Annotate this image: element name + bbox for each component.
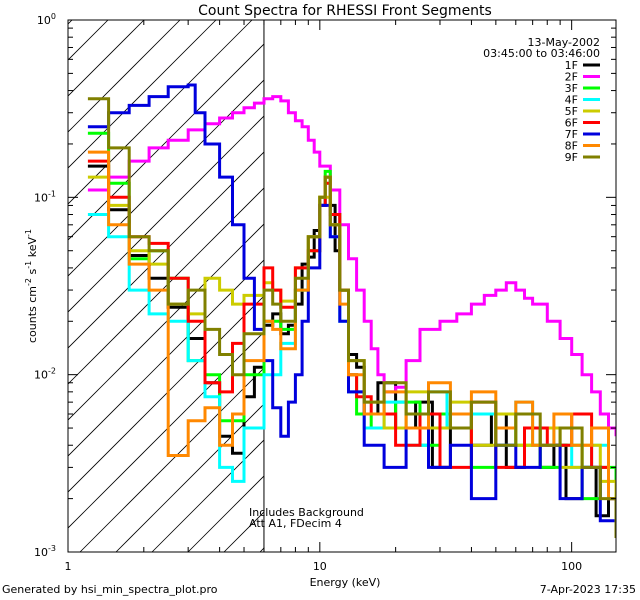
date-label: 13-May-2002 <box>528 36 600 49</box>
y-tick-label-exp: -2 <box>48 367 56 376</box>
hatch-line <box>68 43 264 241</box>
hatch-line <box>68 79 264 277</box>
hatch-line <box>68 331 264 529</box>
y-tick-label-base: 10 <box>34 546 48 559</box>
time-range-label: 03:45:00 to 03:46:00 <box>483 47 600 60</box>
x-axis-label: Energy (keV) <box>310 576 381 589</box>
y-axis-label-part3: keV <box>26 237 39 261</box>
y-axis-label-exp2: -1 <box>24 261 33 269</box>
series-line-9F <box>87 97 616 538</box>
footer-timestamp: 7-Apr-2023 17:35 <box>539 583 636 596</box>
y-axis-label-exp1: -2 <box>24 278 33 286</box>
y-tick-label: 100 <box>37 12 56 27</box>
series-line-2F <box>87 95 616 437</box>
legend-label-6F: 6F <box>565 117 578 130</box>
y-tick-label-exp: -1 <box>48 189 56 198</box>
y-axis-label-exp3: -1 <box>24 229 33 237</box>
x-tick-label: 100 <box>561 560 582 573</box>
legend-label-8F: 8F <box>565 140 578 153</box>
y-tick-label: 10-3 <box>34 544 56 559</box>
hatch-line <box>68 20 253 205</box>
hatch-line <box>68 115 264 313</box>
annotation-background: Includes Background <box>249 506 364 519</box>
legend-label-5F: 5F <box>565 105 578 118</box>
y-tick-label: 10-2 <box>34 367 56 382</box>
legend-label-4F: 4F <box>565 94 578 107</box>
hatch-line <box>115 403 264 552</box>
y-axis-label: counts cm-2 s-1 keV-1 <box>24 229 39 343</box>
y-tick-label-base: 10 <box>37 14 51 27</box>
legend-label-9F: 9F <box>565 151 578 164</box>
series-group <box>87 83 616 538</box>
y-tick-label: 10-1 <box>34 189 56 204</box>
x-tick-label: 10 <box>313 560 327 573</box>
y-tick-label-base: 10 <box>34 369 48 382</box>
legend-label-1F: 1F <box>565 59 578 72</box>
hatch-line <box>151 439 264 552</box>
hatch-line <box>68 223 264 421</box>
y-tick-label-exp: -3 <box>48 544 56 553</box>
hatch-line <box>79 367 264 552</box>
hatch-line <box>68 187 264 385</box>
hatch-line <box>68 20 217 169</box>
legend-label-7F: 7F <box>565 128 578 141</box>
footer-generated-by: Generated by hsi_min_spectra_plot.pro <box>2 583 218 596</box>
hatch-line <box>68 259 264 457</box>
chart-title: Count Spectra for RHESSI Front Segments <box>198 3 492 19</box>
y-axis-label-part1: counts cm <box>26 286 39 343</box>
plot-frame <box>67 19 617 553</box>
legend-label-2F: 2F <box>565 71 578 84</box>
hatch-line <box>68 20 181 133</box>
x-tick-label: 1 <box>65 560 72 573</box>
y-tick-label-base: 10 <box>34 191 48 204</box>
y-tick-label-exp: 0 <box>51 12 56 21</box>
legend-label-3F: 3F <box>565 82 578 95</box>
annotation-attenuator: Att A1, FDecim 4 <box>249 517 342 530</box>
hatch-line <box>68 295 264 493</box>
y-axis-label-part2: s <box>26 268 39 277</box>
